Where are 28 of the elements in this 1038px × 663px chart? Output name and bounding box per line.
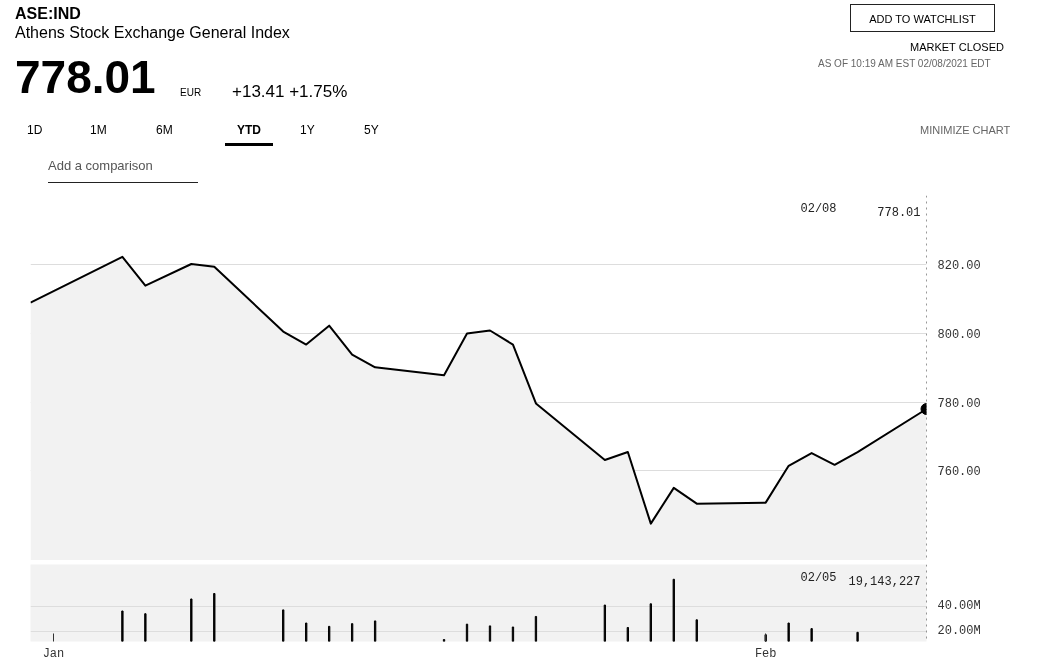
annotation: 02/08 — [800, 201, 837, 216]
text: Add a comparison — [48, 157, 198, 183]
chart-title: ASE:IND — [15, 4, 81, 24]
text: 6M — [156, 122, 173, 139]
text: 5Y — [364, 122, 379, 139]
x-tick-label: Jan — [42, 646, 65, 661]
text: MARKET CLOSED — [910, 40, 1004, 55]
text: 1Y — [300, 122, 315, 139]
y-tick-label: 800.00 — [937, 327, 981, 342]
y-tick-label: 40.00M — [937, 599, 981, 614]
text: +13.41 +1.75% — [232, 81, 348, 103]
text: YTD — [225, 122, 273, 147]
x-tick-label: Feb — [754, 646, 777, 661]
text: 778.01 — [15, 51, 156, 103]
text: ADD TO WATCHLIST — [850, 4, 995, 32]
chart-subtitle: Athens Stock Exchange General Index — [15, 23, 290, 43]
y-tick-label: 780.00 — [937, 396, 981, 411]
text: AS OF 10:19 AM EST 02/08/2021 EDT — [818, 57, 991, 71]
annotation: 19,143,227 — [848, 574, 921, 589]
annotation: 02/05 — [800, 570, 837, 585]
y-tick-label: 760.00 — [937, 465, 981, 480]
text: 1D — [27, 122, 43, 139]
y-tick-label: 820.00 — [937, 258, 981, 273]
text: EUR — [180, 86, 202, 100]
text: MINIMIZE CHART — [920, 123, 1011, 138]
text: 1M — [90, 122, 107, 139]
annotation: 778.01 — [877, 205, 921, 220]
y-tick-label: 20.00M — [937, 624, 981, 639]
